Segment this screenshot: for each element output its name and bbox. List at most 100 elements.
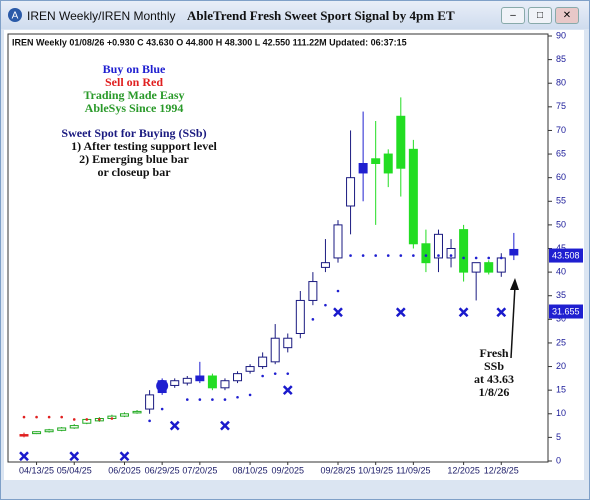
x-tick-label: 04/13/25	[19, 465, 54, 475]
legend-note: Buy on Blue	[103, 62, 166, 76]
candle-body	[320, 262, 330, 268]
candle-body	[220, 380, 230, 389]
stop-dot	[47, 415, 51, 419]
candle-body	[346, 177, 356, 207]
stop-dot	[261, 374, 264, 378]
ssb-note: 2) Emerging blue bar	[79, 152, 189, 166]
price-marker	[549, 304, 583, 319]
candle-body	[446, 248, 456, 259]
y-tick-label: 15	[556, 385, 566, 395]
fresh-note: SSb	[484, 359, 504, 373]
y-tick-label: 80	[556, 78, 566, 88]
stop-dot	[185, 398, 189, 401]
price-marker	[549, 248, 583, 263]
stop-dot	[72, 418, 76, 421]
signal-x	[458, 307, 469, 318]
legend-note: Sell on Red	[105, 75, 163, 89]
candle-body	[509, 248, 519, 256]
candle-body	[145, 394, 155, 410]
stop-dot	[399, 254, 403, 257]
stop-dot	[311, 318, 315, 321]
stop-dot	[336, 289, 340, 293]
stop-dot	[324, 303, 327, 307]
stop-dot	[474, 256, 478, 260]
signal-x	[496, 307, 507, 318]
stop-dot	[22, 415, 26, 419]
candle-body	[471, 262, 481, 273]
candle-body	[119, 413, 129, 417]
svg-text:A: A	[12, 11, 19, 22]
window-title: AbleTrend Fresh Sweet Sport Signal by 4p…	[187, 8, 455, 23]
candle-body	[44, 429, 54, 433]
legend-note: AbleSys Since 1994	[85, 101, 184, 115]
signal-x	[220, 420, 230, 431]
signal-x	[69, 451, 80, 462]
candle-body	[69, 425, 79, 429]
candle-body	[496, 257, 506, 273]
candle-body	[258, 356, 268, 368]
candle-body	[132, 410, 142, 414]
price-marker-label: 31.655	[552, 306, 580, 316]
x-tick-label: 12/2025	[447, 465, 480, 475]
stop-dot	[487, 256, 491, 260]
signal-x	[282, 385, 293, 396]
y-tick-label: 50	[556, 219, 566, 229]
signal-x	[395, 307, 406, 318]
y-tick-label: 70	[556, 125, 566, 135]
x-tick-label: 08/10/25	[233, 465, 268, 475]
x-tick-label: 09/2025	[271, 465, 304, 475]
fresh-note: 1/8/26	[479, 385, 510, 399]
arrow-head	[510, 278, 519, 290]
x-tick-label: 11/09/25	[396, 465, 430, 475]
price-marker-label: 43.508	[552, 250, 580, 260]
y-tick-label: 85	[556, 54, 566, 64]
y-tick-label: 25	[556, 337, 566, 347]
maximize-button[interactable]: □	[528, 7, 552, 24]
ssb-note: 1) After testing support level	[71, 139, 217, 153]
minimize-button[interactable]: –	[501, 7, 525, 24]
stop-dot	[449, 254, 453, 257]
y-tick-label: 30	[556, 314, 566, 324]
y-tick-label: 90	[556, 30, 566, 40]
stop-dot	[60, 415, 63, 419]
stop-dot	[85, 418, 89, 421]
stop-dot	[374, 254, 377, 257]
x-tick-label: 07/20/25	[182, 465, 217, 475]
stop-dot	[499, 256, 503, 260]
ssb-note: Sweet Spot for Buying (SSb)	[61, 126, 206, 140]
candle-body	[270, 337, 280, 363]
close-button[interactable]: ✕	[555, 7, 579, 24]
y-tick-label: 45	[556, 243, 566, 253]
x-tick-label: 10/19/25	[358, 465, 393, 475]
stop-dot	[160, 407, 164, 411]
y-tick-label: 60	[556, 172, 566, 182]
x-tick-label: 12/28/25	[484, 465, 519, 475]
candle-body	[358, 163, 368, 174]
candle-body	[283, 337, 293, 349]
info-line: IREN Weekly 01/08/26 +0.930 C 43.630 O 4…	[12, 37, 407, 47]
y-tick-label: 0	[556, 455, 561, 465]
candle-body	[421, 243, 431, 264]
y-tick-label: 35	[556, 290, 566, 300]
candle-body	[396, 115, 406, 169]
stop-dot	[286, 372, 290, 375]
stop-dot	[223, 398, 227, 401]
y-tick-label: 5	[556, 432, 561, 442]
y-tick-label: 65	[556, 148, 566, 158]
stop-dot	[236, 395, 239, 399]
candle-body	[233, 373, 243, 382]
y-tick-label: 20	[556, 361, 566, 371]
stop-dot	[424, 254, 428, 257]
x-tick-label: 09/28/25	[320, 465, 355, 475]
signal-x	[169, 420, 180, 431]
y-tick-label: 75	[556, 101, 566, 111]
candle-body	[195, 375, 205, 382]
stop-dot	[462, 256, 465, 260]
y-tick-label: 55	[556, 196, 566, 206]
x-tick-label: 06/2025	[108, 465, 141, 475]
stop-dot	[248, 393, 252, 397]
app-icon: A	[8, 8, 22, 22]
ssb-note: or closeup bar	[97, 165, 171, 179]
tabs[interactable]: IREN Weekly/IREN Monthly	[27, 9, 176, 23]
candle-body	[459, 229, 469, 273]
